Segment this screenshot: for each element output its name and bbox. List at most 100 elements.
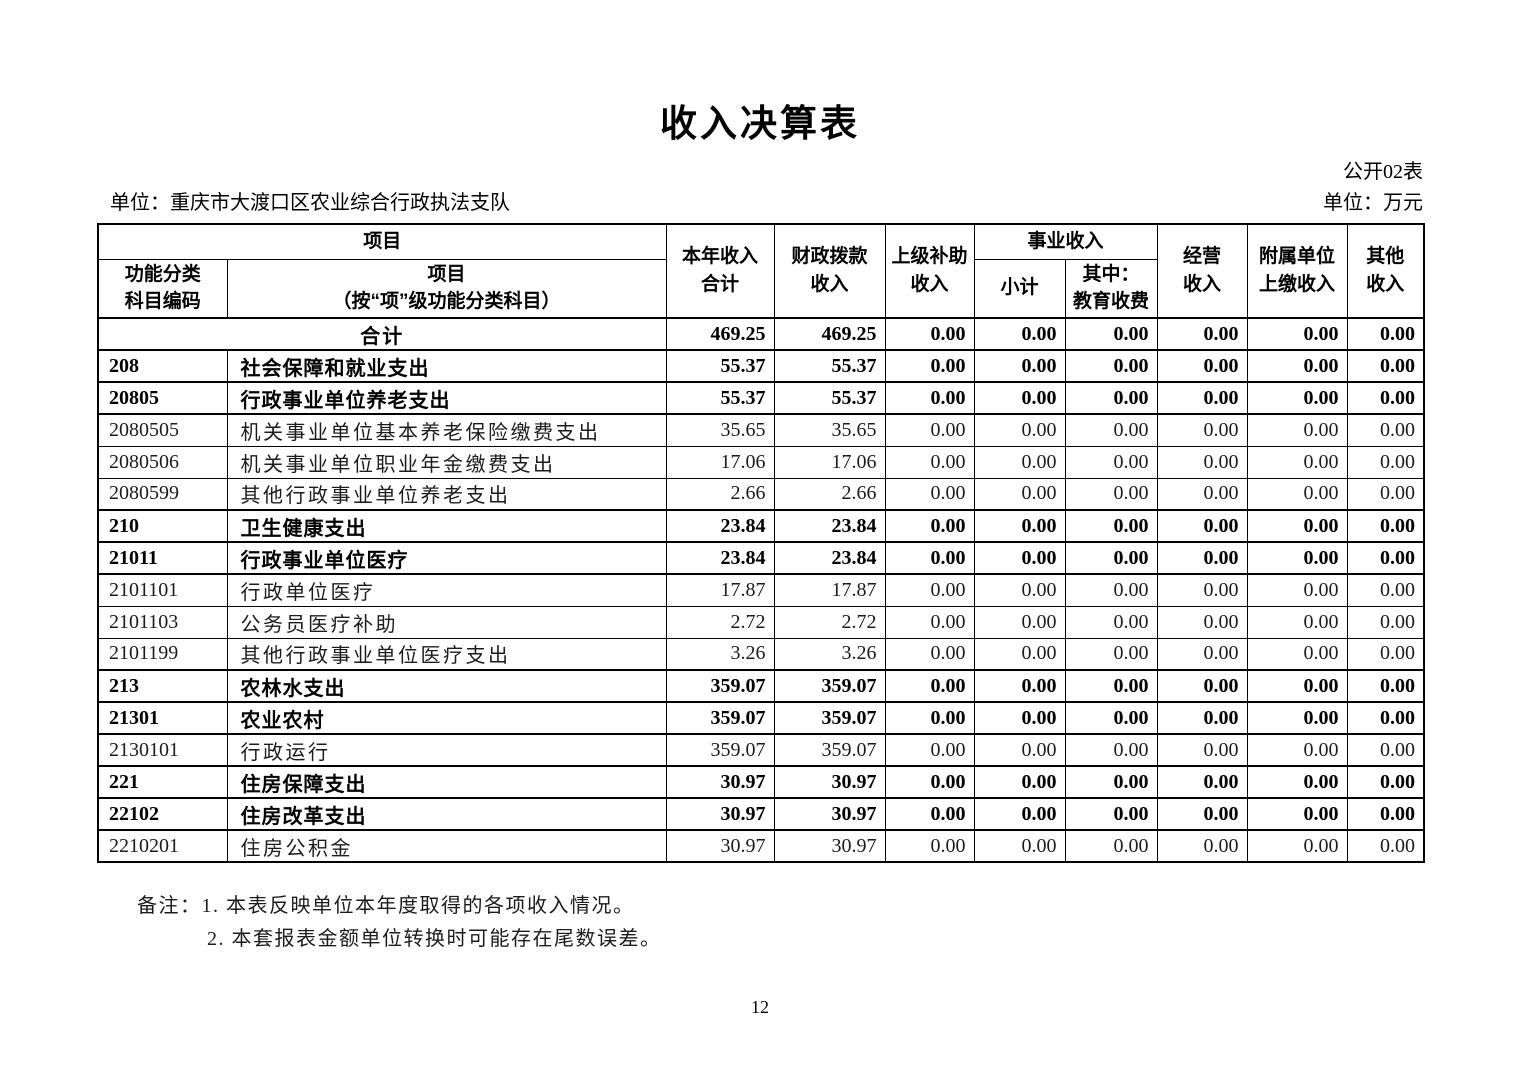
value-cell: 55.37 [665, 381, 775, 415]
row-name-cell: 住房改革支出 [226, 797, 667, 831]
row-code-cell: 22102 [97, 797, 228, 831]
value-cell: 17.06 [773, 445, 886, 479]
value-cell: 0.00 [1346, 413, 1425, 447]
value-cell: 30.97 [665, 765, 775, 799]
value-cell: 0.00 [1346, 317, 1425, 351]
value-cell: 0.00 [884, 733, 975, 767]
table-row: 213 农林水支出 359.07 359.07 0.00 0.00 0.00 0.00 0.00… [97, 669, 1425, 703]
value-cell: 30.97 [665, 829, 775, 863]
value-cell: 0.00 [1246, 797, 1348, 831]
value-cell: 0.00 [1246, 541, 1348, 575]
row-name-cell: 农林水支出 [226, 669, 667, 703]
value-cell: 0.00 [973, 349, 1066, 383]
value-cell: 0.00 [973, 381, 1066, 415]
row-name-cell: 其他行政事业单位医疗支出 [226, 637, 667, 671]
value-cell: 0.00 [884, 573, 975, 607]
value-cell: 359.07 [773, 669, 886, 703]
value-cell: 0.00 [1156, 541, 1248, 575]
row-code-cell: 221 [97, 765, 228, 799]
table-header: 项目 本年收入 合计 财政拨款 收入 上级补助 收入 事业收入 经营 收入 附属… [97, 223, 1425, 319]
value-cell: 0.00 [973, 445, 1066, 479]
value-cell: 0.00 [1346, 829, 1425, 863]
header-operating-income: 经营 收入 [1156, 223, 1248, 319]
value-cell: 0.00 [973, 765, 1066, 799]
table-row: 2130101 行政运行 359.07 359.07 0.00 0.00 0.00 0.00 0… [97, 733, 1425, 767]
value-cell: 3.26 [773, 637, 886, 671]
note-item-2: 2. 本套报表金额单位转换时可能存在尾数误差。 [207, 928, 662, 950]
row-code-cell: 21301 [97, 701, 228, 735]
value-cell: 0.00 [1156, 349, 1248, 383]
value-cell: 35.65 [773, 413, 886, 447]
unit-currency: 单位：万元 [1323, 192, 1423, 214]
value-cell: 359.07 [773, 733, 886, 767]
value-cell: 23.84 [773, 541, 886, 575]
unit-row: 单位：重庆市大渡口区农业综合行政执法支队 单位：万元 [97, 190, 1423, 216]
value-cell: 0.00 [1246, 349, 1348, 383]
table-body: 合计 469.25 469.25 0.00 0.00 0.00 0.00 0.00 0.00 20… [97, 317, 1425, 863]
value-cell: 0.00 [1156, 317, 1248, 351]
value-cell: 0.00 [1156, 637, 1248, 671]
value-cell: 17.87 [773, 573, 886, 607]
table-row: 21301 农业农村 359.07 359.07 0.00 0.00 0.00 0.00 0.0… [97, 701, 1425, 735]
value-cell: 359.07 [665, 669, 775, 703]
value-cell: 0.00 [1064, 509, 1158, 543]
value-cell: 0.00 [1064, 701, 1158, 735]
row-name-cell: 行政事业单位养老支出 [226, 381, 667, 415]
value-cell: 0.00 [1246, 733, 1348, 767]
table-row: 21011 行政事业单位医疗 23.84 23.84 0.00 0.00 0.00 0.00 0… [97, 541, 1425, 575]
value-cell: 0.00 [1246, 381, 1348, 415]
value-cell: 0.00 [1346, 573, 1425, 607]
row-code-cell: 21011 [97, 541, 228, 575]
value-cell: 0.00 [884, 477, 975, 511]
value-cell: 0.00 [1064, 829, 1158, 863]
header-other-income: 其他 收入 [1346, 223, 1425, 319]
value-cell: 0.00 [1346, 349, 1425, 383]
value-cell: 0.00 [1064, 381, 1158, 415]
value-cell: 0.00 [1246, 573, 1348, 607]
value-cell: 0.00 [1156, 733, 1248, 767]
value-cell: 0.00 [1346, 765, 1425, 799]
row-name-cell: 机关事业单位职业年金缴费支出 [226, 445, 667, 479]
value-cell: 0.00 [973, 573, 1066, 607]
value-cell: 0.00 [1064, 477, 1158, 511]
value-cell: 17.87 [665, 573, 775, 607]
note-line-2: 2. 本套报表金额单位转换时可能存在尾数误差。 [137, 923, 1520, 956]
value-cell: 0.00 [884, 829, 975, 863]
table-row: 208 社会保障和就业支出 55.37 55.37 0.00 0.00 0.00 0.00 0.… [97, 349, 1425, 383]
header-subtotal: 小计 [973, 258, 1066, 319]
value-cell: 0.00 [1346, 637, 1425, 671]
value-cell: 0.00 [1346, 509, 1425, 543]
value-cell: 2.72 [665, 605, 775, 639]
note-item-1: 1. 本表反映单位本年度取得的各项收入情况。 [201, 895, 635, 917]
value-cell: 0.00 [884, 765, 975, 799]
value-cell: 30.97 [665, 797, 775, 831]
value-cell: 55.37 [773, 381, 886, 415]
value-cell: 0.00 [884, 381, 975, 415]
row-name-cell: 机关事业单位基本养老保险缴费支出 [226, 413, 667, 447]
value-cell: 0.00 [884, 669, 975, 703]
value-cell: 0.00 [1246, 317, 1348, 351]
row-name-cell: 农业农村 [226, 701, 667, 735]
row-title-cell: 合计 [97, 317, 667, 351]
table-row: 合计 469.25 469.25 0.00 0.00 0.00 0.00 0.00 0.00 [97, 317, 1425, 351]
row-code-cell: 2080599 [97, 477, 228, 511]
value-cell: 0.00 [1246, 509, 1348, 543]
value-cell: 0.00 [1156, 413, 1248, 447]
value-cell: 469.25 [773, 317, 886, 351]
value-cell: 0.00 [1064, 797, 1158, 831]
value-cell: 0.00 [1156, 573, 1248, 607]
table-row: 2080506 机关事业单位职业年金缴费支出 17.06 17.06 0.00 0.00 0… [97, 445, 1425, 479]
value-cell: 0.00 [1156, 765, 1248, 799]
table-row: 210 卫生健康支出 23.84 23.84 0.00 0.00 0.00 0.00 0.00 0… [97, 509, 1425, 543]
value-cell: 0.00 [973, 637, 1066, 671]
value-cell: 0.00 [884, 413, 975, 447]
value-cell: 2.66 [665, 477, 775, 511]
table-row: 20805 行政事业单位养老支出 55.37 55.37 0.00 0.00 0.00 0.0… [97, 381, 1425, 415]
value-cell: 0.00 [1156, 509, 1248, 543]
value-cell: 55.37 [773, 349, 886, 383]
value-cell: 0.00 [1156, 797, 1248, 831]
value-cell: 0.00 [973, 733, 1066, 767]
row-name-cell: 行政单位医疗 [226, 573, 667, 607]
row-name-cell: 卫生健康支出 [226, 509, 667, 543]
value-cell: 0.00 [973, 701, 1066, 735]
